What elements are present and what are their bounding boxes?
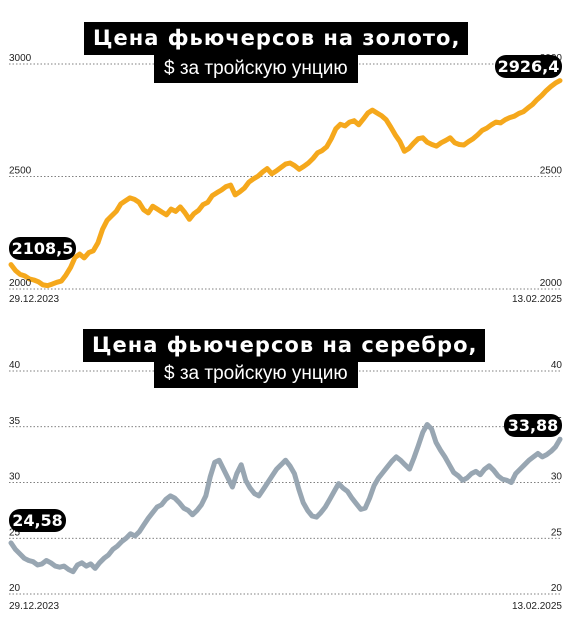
silver-x-start-label: 29.12.2023 (9, 601, 59, 612)
silver-y-tick-label: 40 (9, 360, 21, 371)
silver-x-end-label: 13.02.2025 (512, 601, 562, 612)
silver-start-badge: 24,58 (9, 509, 66, 532)
silver-y-tick-label: 25 (551, 527, 563, 538)
gold-y-tick-label: 2500 (540, 166, 563, 177)
silver-y-tick-label: 30 (551, 472, 563, 483)
gold-y-tick-label: 2500 (9, 166, 32, 177)
gold-x-end-label: 13.02.2025 (512, 294, 562, 305)
gold-price-line (8, 78, 563, 289)
silver-y-tick-label: 20 (9, 583, 21, 594)
gold-chart: 300030002500250020002000 29.12.2023 13.0… (8, 53, 563, 305)
silver-y-tick-label: 20 (551, 583, 563, 594)
silver-chart: 40403535303025252020 29.12.2023 13.02.20… (8, 360, 563, 612)
silver-end-value: 33,88 (508, 416, 559, 435)
gold-chart-title: Цена фьючерсов на золото, (84, 22, 469, 55)
silver-y-tick-label: 35 (9, 416, 21, 427)
silver-y-tick-label: 25 (9, 527, 21, 538)
gold-end-value: 2926,4 (498, 57, 560, 76)
gold-start-value: 2108,5 (12, 239, 74, 258)
silver-y-tick-label: 40 (551, 360, 563, 371)
silver-price-line (8, 422, 563, 575)
gold-chart-subtitle: $ за тройскую унцию (154, 55, 358, 83)
gold-start-badge: 2108,5 (9, 237, 76, 260)
silver-chart-title: Цена фьючерсов на серебро, (83, 329, 486, 362)
gold-y-tick-label: 3000 (9, 53, 32, 64)
gold-x-start-label: 29.12.2023 (9, 294, 59, 305)
silver-chart-subtitle: $ за тройскую унцию (154, 360, 358, 388)
silver-end-badge: 33,88 (504, 414, 562, 437)
silver-start-value: 24,58 (12, 511, 63, 530)
gold-y-tick-label: 2000 (540, 278, 563, 289)
gold-y-tick-label: 2000 (9, 278, 32, 289)
gold-end-badge: 2926,4 (495, 55, 562, 78)
silver-y-tick-label: 30 (9, 472, 21, 483)
